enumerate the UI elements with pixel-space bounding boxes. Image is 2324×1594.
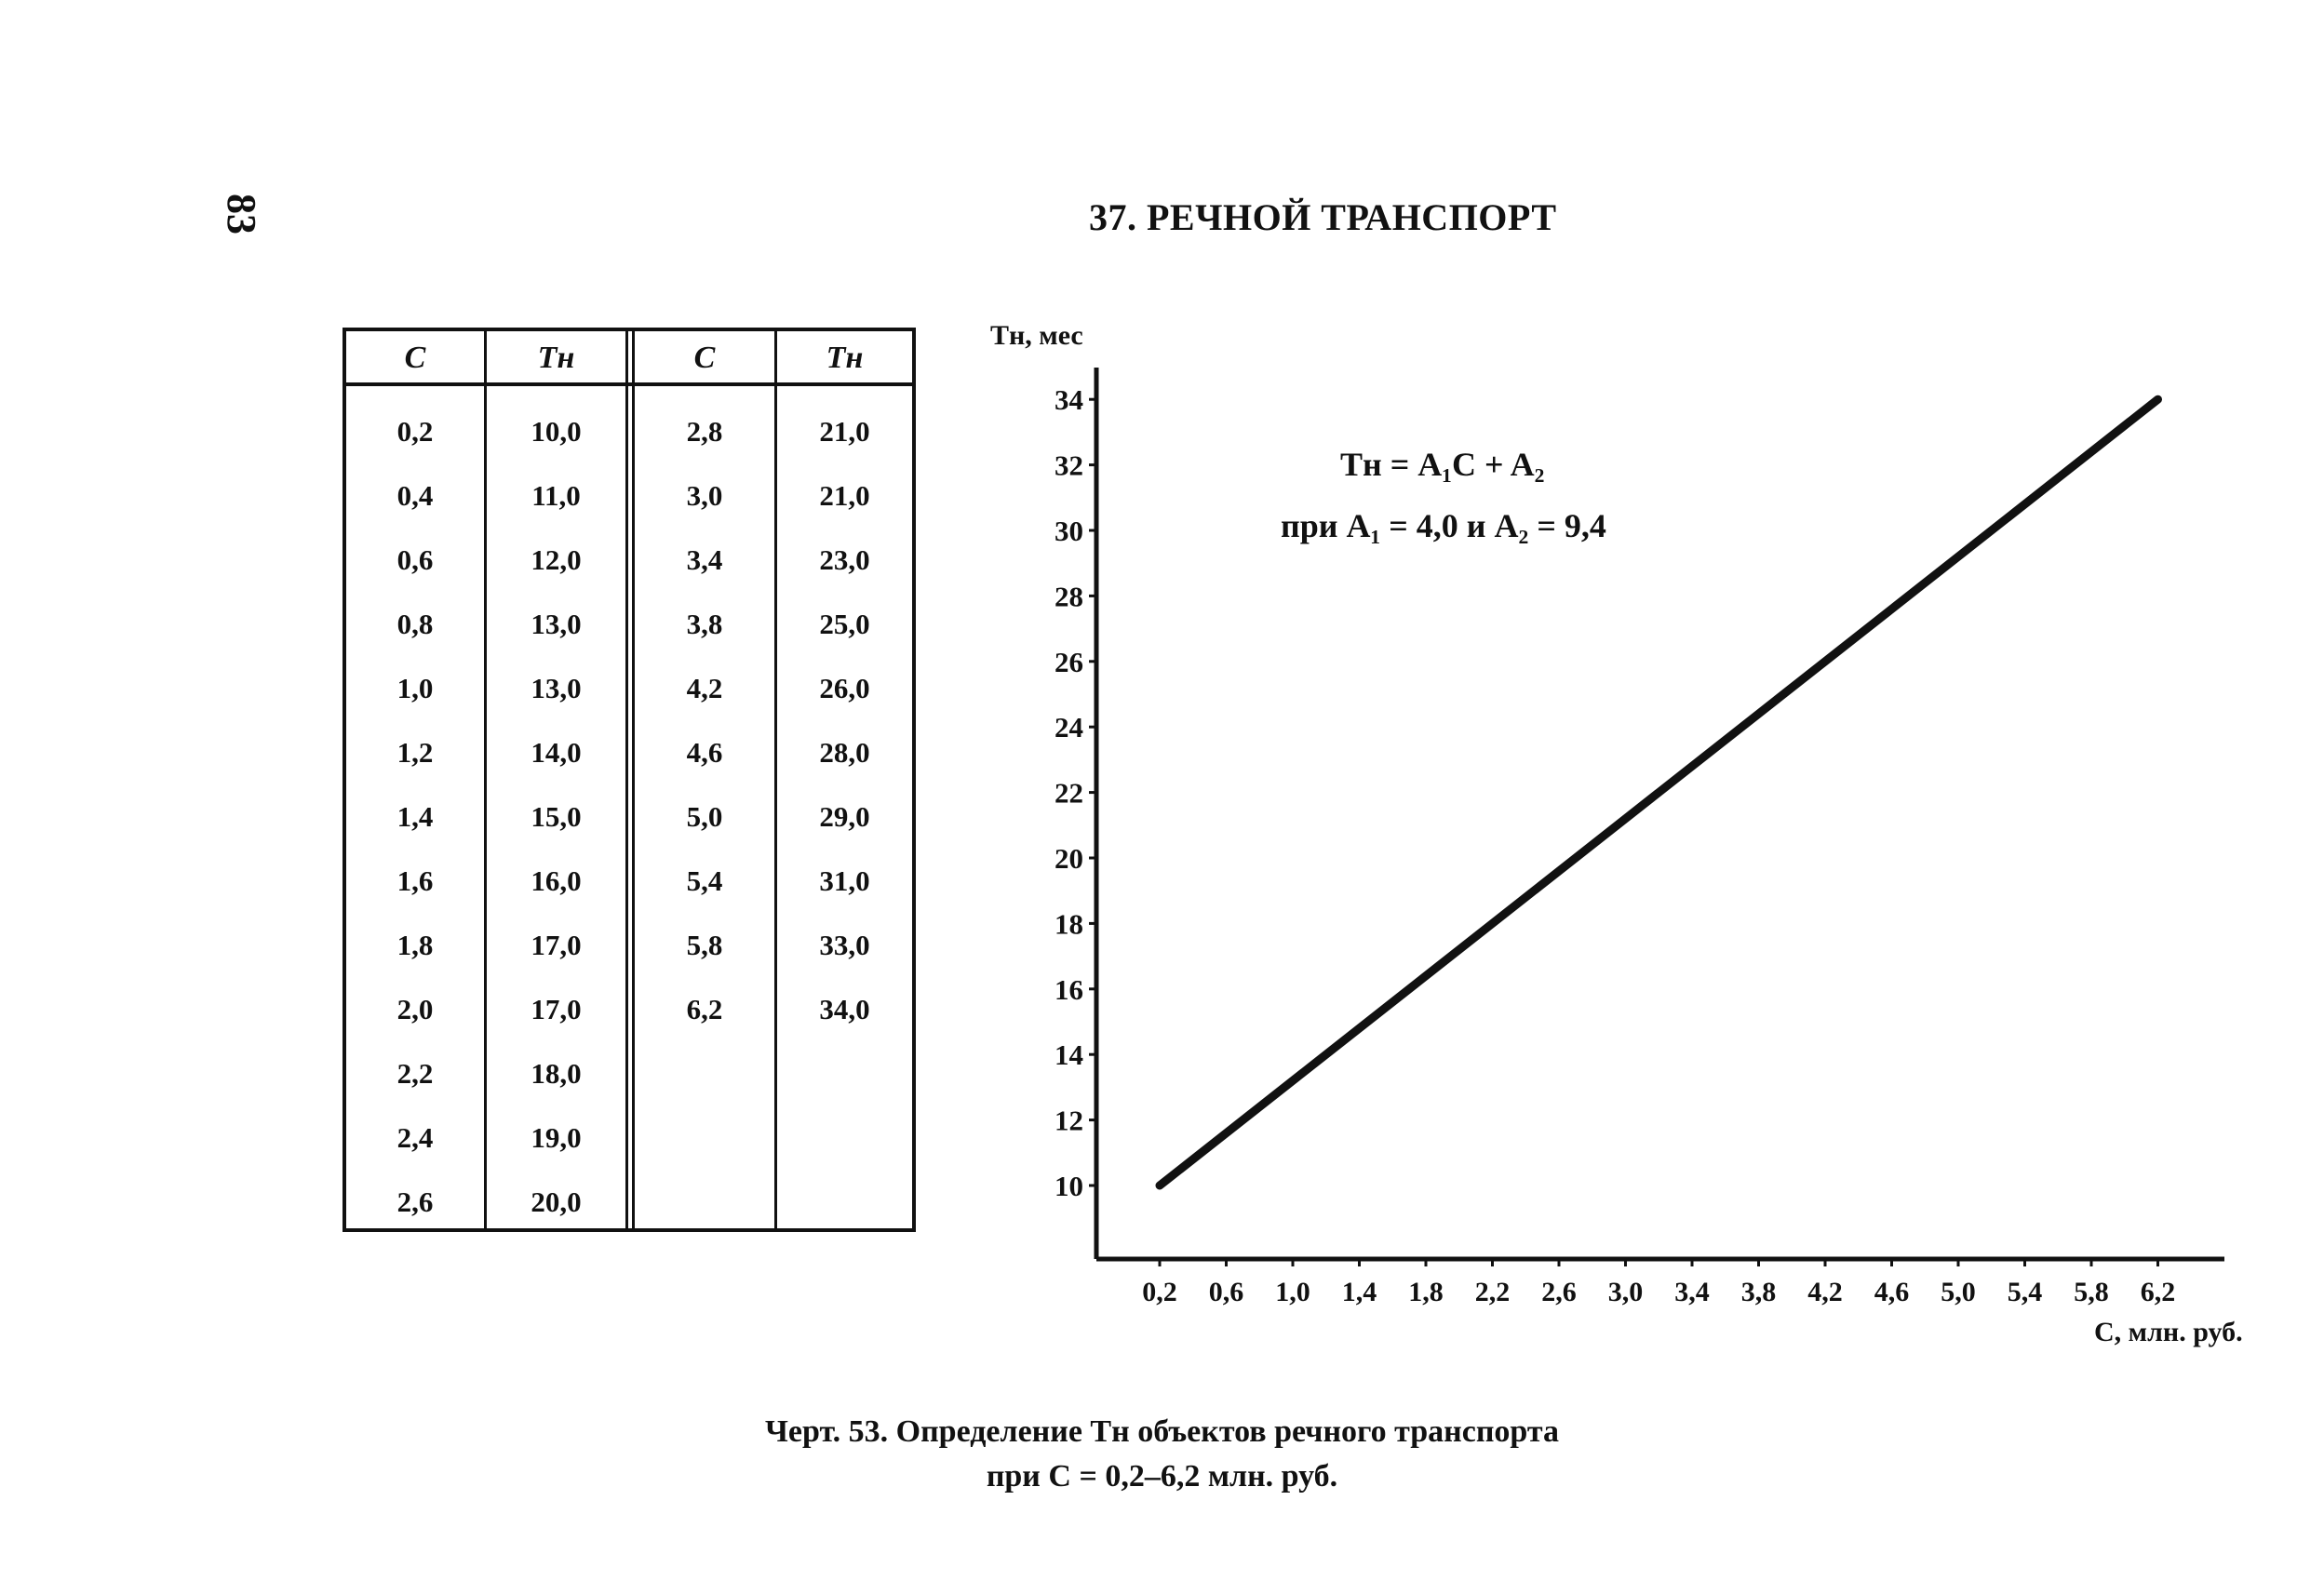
table-cell-c: 2,4 bbox=[396, 1121, 434, 1154]
table-cell-tn: 13,0 bbox=[531, 672, 582, 704]
header-tn-left: Tн bbox=[537, 341, 575, 375]
table-cell-tn: 16,0 bbox=[531, 864, 582, 897]
table-double-divider bbox=[625, 331, 635, 1228]
table-cell-c: 0,8 bbox=[396, 608, 434, 640]
table-cell-tn: 28,0 bbox=[819, 736, 870, 769]
table-cell-tn: 18,0 bbox=[531, 1057, 582, 1090]
table-cell-c: 3,8 bbox=[686, 608, 723, 640]
x-tick-label: 5,8 bbox=[2074, 1277, 2109, 1307]
table-cell-c: 2,0 bbox=[396, 993, 434, 1025]
x-tick-label: 6,2 bbox=[2141, 1277, 2176, 1307]
figure-caption-line-2: при C = 0,2–6,2 млн. руб. bbox=[986, 1459, 1338, 1494]
figure-caption-line-1: Черт. 53. Определение Tн объектов речног… bbox=[764, 1414, 1560, 1449]
table-cell-tn: 21,0 bbox=[819, 479, 870, 512]
y-axis-label: Tн, мес bbox=[990, 320, 1083, 351]
y-tick-label: 28 bbox=[1055, 580, 1083, 612]
header-c-left: C bbox=[404, 341, 426, 375]
y-tick-label: 34 bbox=[1055, 383, 1083, 416]
section-heading: 37. РЕЧНОЙ ТРАНСПОРТ bbox=[1089, 196, 1557, 238]
y-tick-label: 18 bbox=[1055, 907, 1083, 940]
table-cell-c: 0,4 bbox=[396, 479, 434, 512]
x-tick-label: 5,0 bbox=[1941, 1277, 1976, 1307]
x-tick-label: 4,6 bbox=[1874, 1277, 1910, 1307]
table-cell-tn: 29,0 bbox=[819, 800, 870, 833]
table-cell-tn: 25,0 bbox=[819, 608, 870, 640]
y-tick-label: 12 bbox=[1055, 1105, 1083, 1137]
header-c-right: C bbox=[693, 341, 716, 375]
x-tick-label: 2,6 bbox=[1541, 1277, 1577, 1307]
table-cell-c: 4,2 bbox=[686, 672, 723, 704]
x-tick-label: 3,8 bbox=[1741, 1277, 1777, 1307]
x-tick-label: 3,4 bbox=[1674, 1277, 1710, 1307]
y-tick-label: 10 bbox=[1055, 1170, 1083, 1202]
table-cell-tn: 31,0 bbox=[819, 864, 870, 897]
table-cell-tn: 26,0 bbox=[819, 672, 870, 704]
table-cell-tn: 14,0 bbox=[531, 736, 582, 769]
x-tick-label: 2,2 bbox=[1475, 1277, 1511, 1307]
table-cell-tn: 10,0 bbox=[531, 415, 582, 448]
table-header-rule bbox=[346, 382, 912, 386]
y-tick-label: 24 bbox=[1055, 711, 1083, 743]
x-tick-label: 1,8 bbox=[1408, 1277, 1444, 1307]
table-cell-tn: 34,0 bbox=[819, 993, 870, 1025]
table-cell-c: 2,2 bbox=[396, 1057, 434, 1090]
table-cell-c: 5,0 bbox=[686, 800, 723, 833]
header-tn-right: Tн bbox=[826, 341, 864, 375]
y-tick-label: 16 bbox=[1055, 973, 1083, 1006]
y-tick-label: 30 bbox=[1055, 515, 1083, 547]
x-tick-label: 1,0 bbox=[1275, 1277, 1310, 1307]
y-tick-label: 22 bbox=[1055, 777, 1083, 810]
table-cell-tn: 15,0 bbox=[531, 800, 582, 833]
table-cell-c: 3,0 bbox=[686, 479, 723, 512]
table-cell-c: 1,4 bbox=[396, 800, 434, 833]
table-cell-c: 0,6 bbox=[396, 543, 434, 576]
table-cell-c: 1,0 bbox=[396, 672, 434, 704]
table-cell-c: 3,4 bbox=[686, 543, 723, 576]
table-cell-c: 0,2 bbox=[396, 415, 434, 448]
table-divider bbox=[774, 331, 777, 1228]
table-cell-tn: 17,0 bbox=[531, 993, 582, 1025]
table-cell-c: 1,2 bbox=[396, 736, 434, 769]
table-cell-c: 6,2 bbox=[686, 993, 723, 1025]
data-table: C Tн C Tн 0,2 10,0 0,4 11,0 0,6 12,0 0,8 13,0 1,… bbox=[343, 328, 916, 1232]
table-cell-c: 2,8 bbox=[686, 415, 723, 448]
table-cell-c: 5,8 bbox=[686, 929, 723, 961]
table-cell-tn: 13,0 bbox=[531, 608, 582, 640]
table-cell-c: 2,6 bbox=[396, 1185, 434, 1218]
table-cell-tn: 17,0 bbox=[531, 929, 582, 961]
table-cell-tn: 33,0 bbox=[819, 929, 870, 961]
x-tick-label: 5,4 bbox=[2008, 1277, 2043, 1307]
series-line bbox=[1155, 395, 2162, 1190]
table-divider bbox=[484, 331, 487, 1228]
table-cell-c: 5,4 bbox=[686, 864, 723, 897]
y-tick-label: 20 bbox=[1055, 842, 1083, 875]
table-cell-tn: 23,0 bbox=[819, 543, 870, 576]
table-cell-c: 1,8 bbox=[396, 929, 434, 961]
x-tick-label: 0,6 bbox=[1209, 1277, 1244, 1307]
table-cell-tn: 11,0 bbox=[531, 479, 581, 512]
table-cell-tn: 21,0 bbox=[819, 415, 870, 448]
y-tick-label: 26 bbox=[1055, 646, 1083, 678]
table-cell-c: 1,6 bbox=[396, 864, 434, 897]
x-axis-label: C, млн. руб. bbox=[2094, 1317, 2243, 1347]
y-tick-label: 32 bbox=[1055, 449, 1083, 482]
formula-line-1: Tн = A₁C + A₂ bbox=[1340, 446, 1545, 483]
x-tick-label: 1,4 bbox=[1342, 1277, 1377, 1307]
formula-line-2: при A₁ = 4,0 и A₂ = 9,4 bbox=[1281, 507, 1606, 544]
table-cell-c: 4,6 bbox=[686, 736, 723, 769]
x-tick-label: 3,0 bbox=[1608, 1277, 1644, 1307]
y-tick-label: 14 bbox=[1055, 1038, 1083, 1071]
table-cell-tn: 12,0 bbox=[531, 543, 582, 576]
x-tick-label: 0,2 bbox=[1142, 1277, 1177, 1307]
table-cell-tn: 20,0 bbox=[531, 1185, 582, 1218]
table-cell-tn: 19,0 bbox=[531, 1121, 582, 1154]
x-tick-label: 4,2 bbox=[1807, 1277, 1843, 1307]
